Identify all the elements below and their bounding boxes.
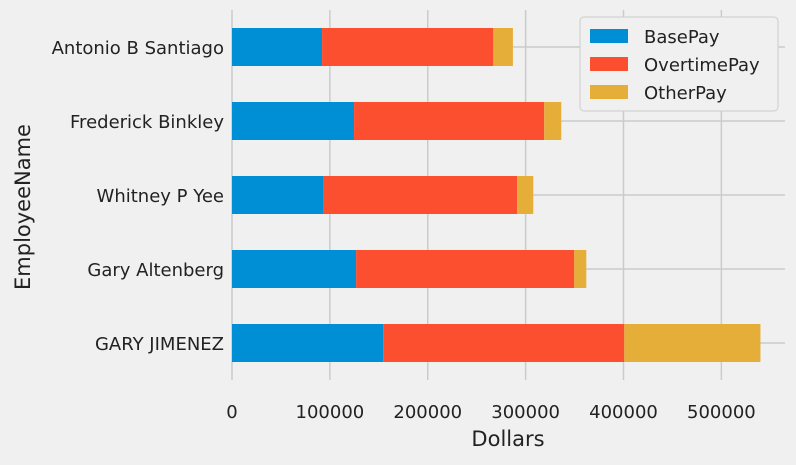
bar-overtimepay	[383, 324, 625, 362]
x-tick-label: 300000	[491, 402, 560, 423]
y-axis-label: EmployeeName	[11, 124, 35, 290]
bar-otherpay	[574, 250, 587, 288]
bar-overtimepay	[322, 28, 494, 66]
bar-basepay	[232, 28, 323, 66]
y-tick-label: Frederick Binkley	[70, 112, 224, 133]
legend-label-basepay: BasePay	[644, 27, 720, 48]
x-tick-label: 500000	[687, 402, 756, 423]
x-axis-label: Dollars	[471, 427, 544, 451]
x-tick-label: 100000	[296, 402, 365, 423]
y-tick-label: Whitney P Yee	[97, 186, 224, 207]
x-tick-labels: 0 100000 200000 300000 400000 500000	[226, 402, 755, 423]
x-tick-label: 200000	[393, 402, 462, 423]
legend-label-otherpay: OtherPay	[644, 83, 727, 104]
bar-otherpay	[544, 102, 562, 140]
legend: BasePay OvertimePay OtherPay	[579, 16, 779, 112]
y-tick-label: GARY JIMENEZ	[95, 334, 224, 355]
legend-swatch-overtimepay	[590, 57, 628, 71]
x-tick-label: 400000	[589, 402, 658, 423]
bar-basepay	[232, 176, 324, 214]
bar-otherpay	[517, 176, 534, 214]
bar-otherpay	[624, 324, 761, 362]
y-tick-label: Antonio B Santiago	[52, 38, 224, 59]
x-tick-label: 0	[226, 402, 237, 423]
legend-label-overtimepay: OvertimePay	[644, 55, 760, 76]
bar-basepay	[232, 250, 357, 288]
bar-overtimepay	[323, 176, 518, 214]
y-tick-label: Gary Altenberg	[87, 260, 224, 281]
legend-swatch-basepay	[590, 29, 628, 43]
bar-otherpay	[493, 28, 513, 66]
legend-box	[579, 16, 779, 112]
bar-overtimepay	[354, 102, 545, 140]
bars	[232, 28, 761, 362]
legend-swatch-otherpay	[590, 85, 628, 99]
bar-basepay	[232, 324, 384, 362]
y-tick-labels: Antonio B Santiago Frederick Binkley Whitn…	[52, 38, 225, 355]
bar-basepay	[232, 102, 355, 140]
bar-overtimepay	[356, 250, 575, 288]
